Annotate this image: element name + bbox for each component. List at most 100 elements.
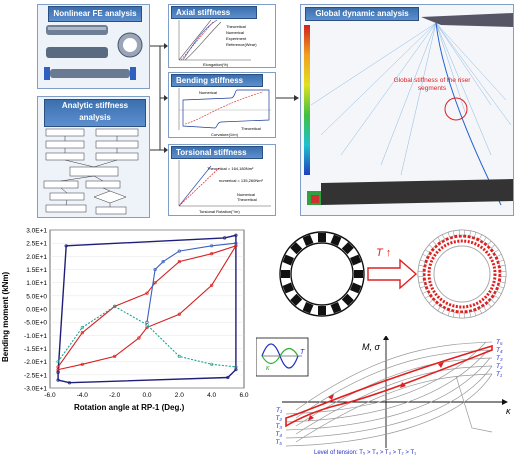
hysteresis-xtick: 2.0 [175, 392, 184, 399]
ring-outer-block [494, 290, 502, 299]
ring-outer-block [417, 271, 424, 277]
hysteresis-ytick: 1.5E+1 [26, 267, 47, 274]
hysteresis-ytick: -2.0E+1 [24, 359, 47, 366]
y-axis-label: M, σ [362, 342, 380, 352]
tension-label-left: T₃ [275, 423, 282, 430]
hysteresis-series-line [146, 242, 236, 323]
analytic-title: Analytic stiffness analysis [44, 99, 146, 127]
global-stiffness-label: Global stiffness of the riser segments [393, 77, 471, 92]
torsional-stiffness-panel: Torsional stiffness Theoretical = 164,18… [168, 144, 276, 216]
hysteresis-point [80, 362, 84, 366]
axial-legend-1: Numerical [226, 30, 244, 35]
ring-block [350, 282, 362, 294]
ring-outer-block [498, 281, 506, 289]
hysteresis-series-line [57, 305, 236, 368]
hysteresis-xtick: -6.0 [44, 392, 56, 399]
hysteresis-point [80, 325, 84, 330]
tension-label-left: T₅ [275, 439, 282, 446]
hysteresis-point [137, 336, 141, 340]
ring-outer-block [478, 306, 487, 314]
tension-label-right: T₅ [496, 339, 503, 346]
ring-outer-block [459, 312, 465, 319]
tension-label-right: T₄ [496, 347, 503, 354]
torsional-xlabel: Torsional Rotation(°/m) [199, 209, 240, 214]
ring-block [350, 254, 362, 266]
hysteresis-xlabel: Rotation angle at RP-1 (Deg.) [74, 403, 185, 412]
hysteresis-ytick: -3.0E+1 [24, 386, 47, 393]
hysteresis-series-line [57, 234, 237, 384]
ring-outer-block [422, 290, 430, 299]
ring-block [290, 242, 303, 255]
tension-label-right: T₃ [496, 355, 503, 362]
bending-chart: Numerical Theoretical Curvature(1/m) [178, 88, 271, 137]
ring-outer-block [487, 299, 496, 308]
analytic-stiffness-panel: Analytic stiffness analysis [37, 96, 150, 218]
axial-legend-3: Reference(Wear) [226, 42, 257, 47]
tension-label-right: T₂ [496, 363, 503, 370]
tension-level-caption: Level of tension: T₅ > T₄ > T₃ > T₂ > T₁ [314, 450, 416, 456]
hysteresis-ytick: -1.5E+1 [24, 346, 47, 353]
hysteresis-point [113, 354, 117, 358]
axial-xlabel: Elongation(%) [203, 62, 229, 67]
hysteresis-point [67, 381, 71, 385]
hysteresis-point [113, 304, 117, 308]
global-riser-scene [304, 13, 513, 206]
ring-block [302, 234, 314, 246]
hysteresis-series-line [57, 244, 238, 371]
ring-block [282, 254, 294, 266]
hysteresis-point [153, 267, 157, 272]
hysteresis-xtick: -4.0 [77, 392, 89, 399]
hysteresis-ylabel: Bending moment (kNm) [1, 271, 10, 362]
hysteresis-point [210, 244, 214, 248]
hysteresis-xtick: 4.0 [207, 392, 216, 399]
ring-outer-block [428, 299, 437, 308]
inset-box [256, 337, 309, 377]
tension-label-left: T₁ [276, 407, 282, 414]
hysteresis-point [145, 323, 149, 327]
fe-model-figures [44, 25, 143, 80]
hysteresis-point [177, 312, 181, 316]
hysteresis-point [234, 365, 238, 369]
hysteresis-ytick: -2.5E+1 [24, 372, 47, 379]
hysteresis-point [210, 362, 214, 366]
torsional-annotation-0: Theoretical = 164,180Nm² [207, 166, 254, 171]
torsional-annotation-1: numerical = 135,260Nm² [219, 178, 264, 183]
axial-legend-0: Theoretical [226, 24, 246, 29]
hysteresis-point [153, 281, 157, 285]
ring-outer-block [478, 234, 487, 242]
hysteresis-point [177, 249, 181, 253]
ring-outer-block [437, 234, 446, 242]
hysteresis-point [177, 259, 181, 264]
ring-outer-block [447, 310, 455, 318]
ring-outer-block [418, 259, 426, 267]
bending-xlabel: Curvature(1/m) [211, 132, 239, 137]
torsional-legend-1: Theoretical [237, 197, 257, 202]
hysteresis-ytick: 1.0E+1 [26, 280, 47, 287]
hysteresis-chart: 3.0E+1 2.5E+1 2.0E+1 1.5E+1 1.0E+1 5.0E+0 0.0E… [1, 228, 249, 413]
ring-outer-block [500, 271, 507, 277]
ring-outer-block [469, 230, 477, 238]
bending-legend-1: Theoretical [241, 126, 261, 131]
hysteresis-point [234, 241, 238, 245]
ring-outer-block [437, 306, 446, 314]
hysteresis-point [234, 233, 238, 237]
hysteresis-point [80, 331, 84, 335]
ring-outer-block [418, 281, 426, 289]
global-title: Global dynamic analysis [305, 7, 419, 21]
ring-block [282, 282, 294, 294]
ring-outer-block [494, 249, 502, 258]
bending-title: Bending stiffness [171, 74, 263, 87]
hysteresis-point [210, 252, 214, 256]
ring-outer-block [459, 229, 465, 236]
hysteresis-point [145, 291, 149, 295]
axial-stiffness-panel: Axial stiffness Theoretical Numerical Ex… [168, 4, 276, 68]
hysteresis-xtick: 6.0 [239, 392, 248, 399]
ring-block [341, 293, 354, 306]
ring-block [281, 270, 290, 278]
inset-t-label: T [300, 349, 305, 356]
red-hysteresis-loop [285, 344, 493, 428]
inset-kappa-label: κ [266, 365, 270, 372]
hysteresis-xtick: 0.0 [142, 392, 151, 399]
hysteresis-point [64, 244, 68, 248]
